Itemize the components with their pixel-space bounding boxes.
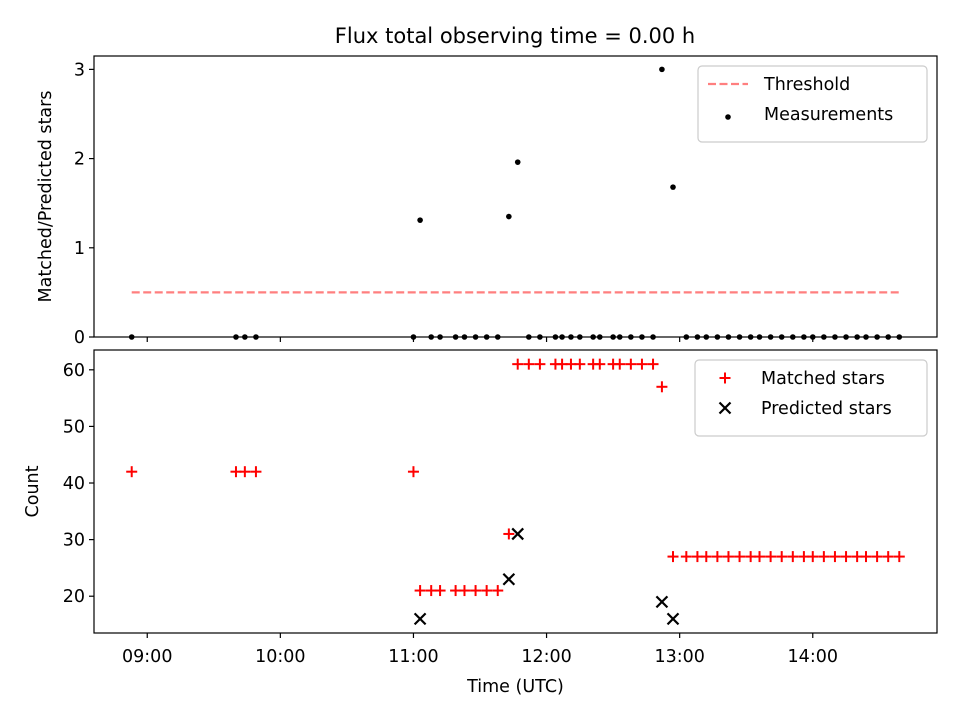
matched-point bbox=[829, 551, 841, 563]
matched-point bbox=[614, 358, 626, 370]
predicted-point bbox=[502, 572, 516, 586]
matched-point bbox=[871, 551, 883, 563]
x-tick-label: 13:00 bbox=[654, 647, 704, 667]
matched-point bbox=[574, 358, 586, 370]
matched-point bbox=[647, 358, 659, 370]
legend-box bbox=[697, 65, 928, 143]
matched-point bbox=[470, 585, 482, 597]
axes-frame bbox=[93, 349, 938, 634]
legend-entry: Matched stars bbox=[719, 369, 885, 389]
legend-label: Threshold bbox=[763, 75, 850, 95]
measurement-point bbox=[506, 213, 512, 220]
chart-title: Flux total observing time = 0.00 h bbox=[335, 24, 695, 48]
legend-label: Measurements bbox=[764, 105, 893, 125]
measurement-point bbox=[659, 66, 665, 73]
measurement-point bbox=[514, 159, 521, 165]
matched-point bbox=[734, 551, 746, 563]
matched-point bbox=[625, 358, 637, 370]
matched-point bbox=[722, 551, 734, 563]
matched-point bbox=[250, 466, 262, 478]
x-axis-label: Time (UTC) bbox=[466, 677, 564, 697]
matched-point bbox=[414, 585, 426, 597]
y-tick-label: 2 bbox=[74, 150, 85, 170]
matched-point bbox=[807, 551, 819, 563]
x-tick-label: 11:00 bbox=[388, 647, 438, 667]
predicted-point bbox=[655, 595, 669, 609]
matched-point bbox=[754, 551, 766, 563]
legend: Matched stars Predicted stars bbox=[694, 359, 928, 437]
predicted-point bbox=[413, 612, 427, 626]
matched-point bbox=[656, 381, 668, 393]
matched-point bbox=[492, 585, 504, 597]
matched-point bbox=[680, 551, 692, 563]
matched-point bbox=[512, 358, 524, 370]
y-tick-label: 50 bbox=[63, 417, 85, 437]
y-tick-label: 20 bbox=[63, 587, 85, 607]
matched-point bbox=[523, 358, 535, 370]
predicted-point bbox=[666, 612, 680, 626]
legend-entry: Threshold bbox=[708, 75, 850, 95]
matched-point bbox=[534, 358, 546, 370]
matched-point bbox=[667, 551, 679, 563]
matched-point bbox=[126, 466, 138, 478]
matched-point bbox=[860, 551, 872, 563]
x-tick-label: 14:00 bbox=[788, 647, 838, 667]
legend-measurement-swatch bbox=[725, 114, 731, 120]
legend-label: Predicted stars bbox=[761, 399, 892, 419]
x-tick-label: 12:00 bbox=[521, 647, 571, 667]
measurement-point bbox=[670, 184, 676, 190]
x-tick-label: 10:00 bbox=[255, 647, 305, 667]
legend-label: Matched stars bbox=[761, 369, 885, 389]
y-tick-label: 30 bbox=[63, 531, 85, 551]
y-tick-label: 60 bbox=[63, 361, 85, 381]
y-tick-label: 3 bbox=[74, 60, 85, 80]
legend-entry: Measurements bbox=[725, 105, 893, 125]
matched-point bbox=[882, 551, 894, 563]
axes-frame bbox=[93, 55, 938, 338]
legend: Threshold Measurements bbox=[697, 65, 928, 143]
matched-point bbox=[594, 358, 606, 370]
legend-box bbox=[694, 359, 928, 437]
y-tick-label: 0 bbox=[74, 328, 85, 348]
legend-entry: Predicted stars bbox=[718, 399, 892, 419]
y-tick-label: 1 bbox=[74, 239, 85, 259]
matched-point bbox=[239, 466, 251, 478]
y-axis-label: Count bbox=[23, 465, 43, 517]
legend-predicted-swatch bbox=[718, 401, 732, 415]
matched-point bbox=[503, 528, 515, 540]
top-panel-ratio: 0 1 2 3 Matched/Predicted stars Threshold Meas… bbox=[36, 55, 938, 348]
legend-matched-swatch bbox=[719, 372, 731, 384]
bottom-panel-counts: 20 30 40 50 60 09:00 10:00 11:00 12:00 13:00 14:00… bbox=[23, 349, 938, 697]
series-predicted-stars bbox=[413, 527, 680, 626]
series-matched-stars bbox=[126, 358, 905, 597]
matched-point bbox=[636, 358, 648, 370]
matched-point bbox=[818, 551, 830, 563]
matched-point bbox=[840, 551, 852, 563]
matched-point bbox=[711, 551, 723, 563]
matched-point bbox=[434, 585, 446, 597]
matched-point bbox=[481, 585, 493, 597]
matched-point bbox=[893, 551, 905, 563]
matched-point bbox=[407, 466, 419, 478]
matched-point bbox=[700, 551, 712, 563]
measurement-point bbox=[417, 217, 423, 223]
matched-point bbox=[787, 551, 799, 563]
y-axis-label: Matched/Predicted stars bbox=[36, 91, 56, 303]
predicted-point bbox=[511, 527, 524, 541]
x-tick-label: 09:00 bbox=[122, 647, 172, 667]
y-tick-label: 40 bbox=[63, 474, 85, 494]
matched-point bbox=[765, 551, 777, 563]
matched-point bbox=[776, 551, 788, 563]
matched-point bbox=[458, 585, 470, 597]
series-measurements bbox=[128, 66, 903, 340]
